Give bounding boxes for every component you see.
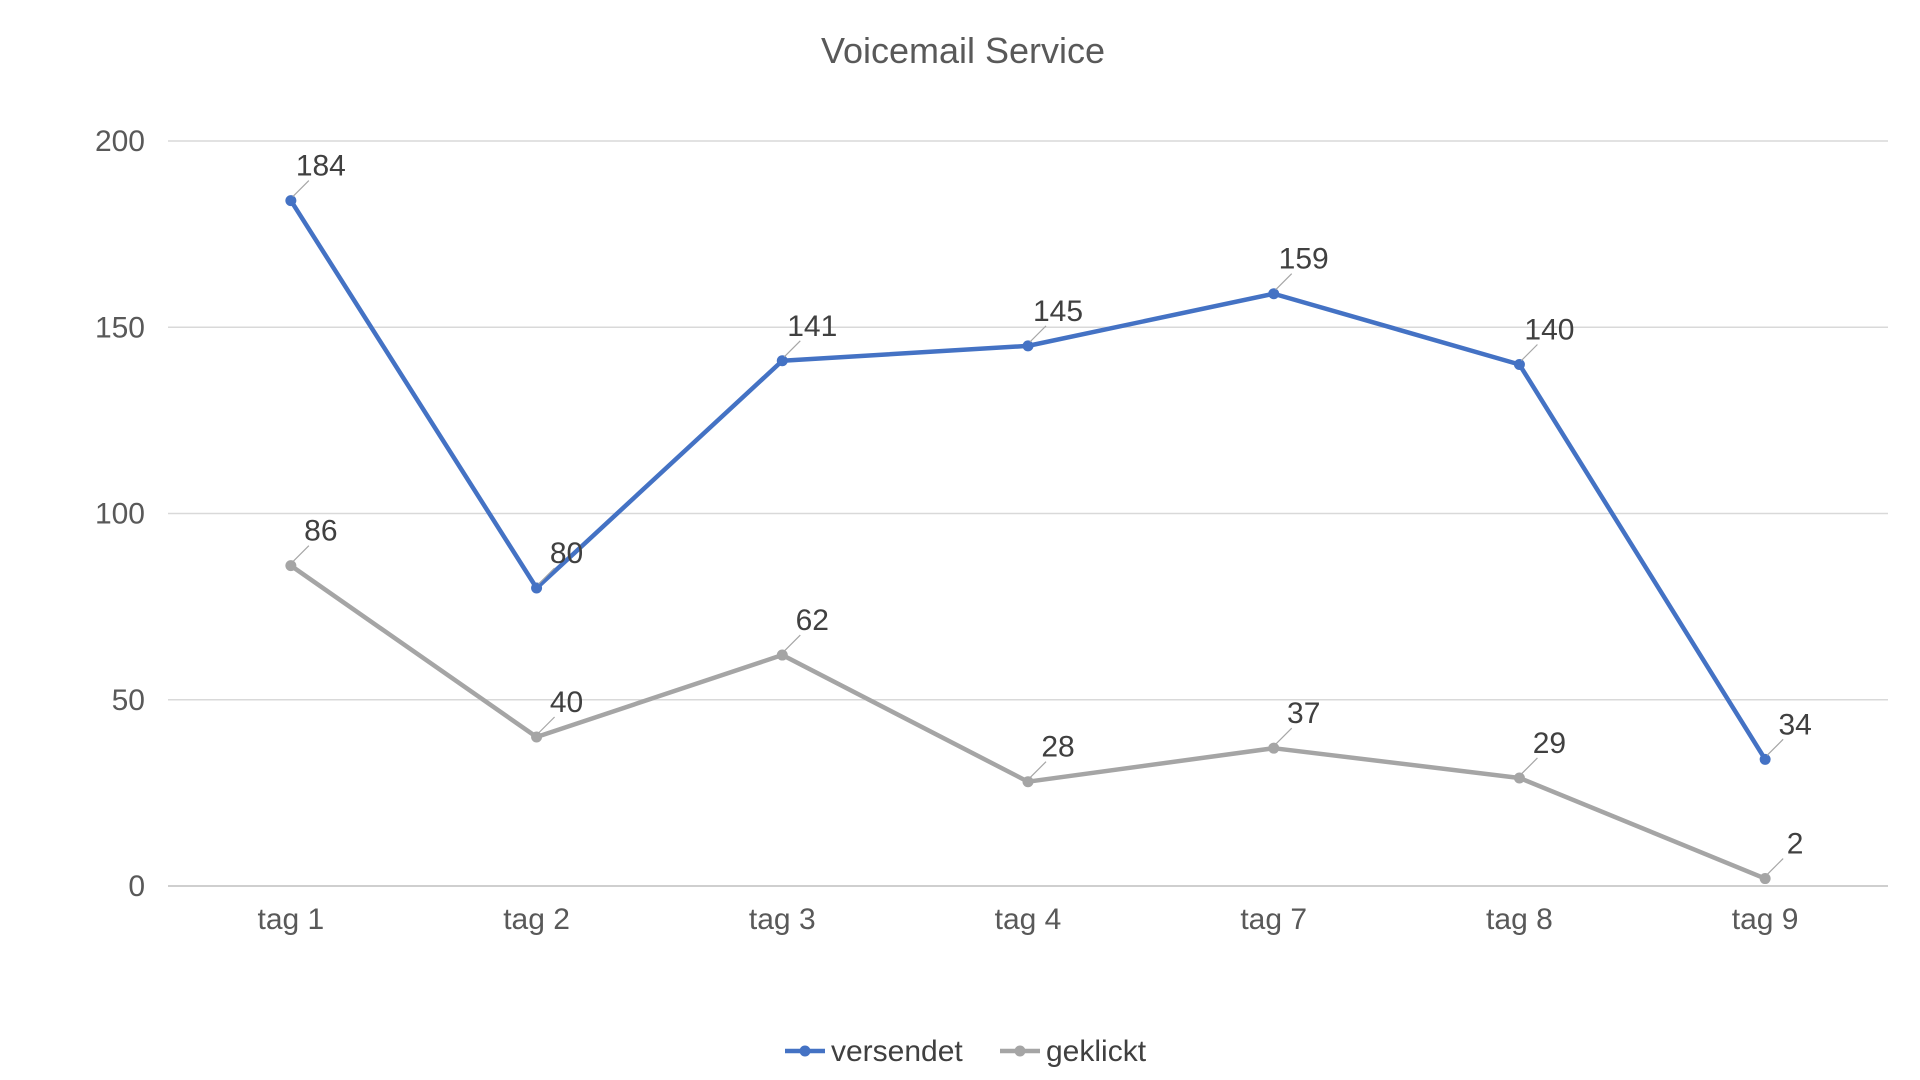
- legend-marker: [799, 1045, 811, 1057]
- data-label-leader: [783, 634, 801, 652]
- data-label: 28: [1041, 731, 1074, 764]
- y-tick-label: 100: [95, 498, 145, 531]
- legend: versendet geklickt: [785, 1035, 1147, 1068]
- data-label-leader: [292, 180, 310, 198]
- data-label: 40: [550, 686, 583, 719]
- data-label: 37: [1287, 697, 1320, 730]
- data-label-leader: [1275, 727, 1293, 745]
- x-axis: tag 1 tag 2 tag 3 tag 4 tag 7 tag 8 tag 9: [168, 885, 1888, 936]
- data-label: 184: [296, 150, 346, 183]
- data-point: [776, 649, 788, 661]
- data-label-leader: [1766, 738, 1784, 756]
- legend-label: geklickt: [1046, 1035, 1147, 1068]
- data-point: [1022, 340, 1034, 352]
- legend-marker: [1014, 1045, 1026, 1057]
- data-point: [1759, 873, 1771, 885]
- data-label-leader: [1029, 761, 1047, 779]
- x-tick-label: tag 8: [1486, 903, 1553, 936]
- data-label-leader: [1766, 858, 1784, 875]
- data-label: 34: [1778, 708, 1811, 741]
- data-label: 140: [1524, 314, 1574, 347]
- y-axis: 0 50 100 150 200: [95, 125, 145, 903]
- series-line-versendet: [288, 198, 1768, 762]
- data-point: [531, 731, 543, 743]
- data-labels: 184 80 141 145 159 140 34 86 40 62 28 37 29 2: [292, 150, 1812, 875]
- data-point: [531, 582, 543, 594]
- data-label: 86: [304, 515, 337, 548]
- x-tick-label: tag 7: [1240, 903, 1307, 936]
- data-label: 159: [1279, 243, 1329, 276]
- data-label-leader: [1521, 757, 1538, 775]
- data-point: [285, 195, 297, 207]
- data-label: 2: [1787, 828, 1804, 861]
- y-tick-label: 200: [95, 125, 145, 158]
- data-point: [1513, 359, 1525, 370]
- data-label: 29: [1533, 727, 1566, 760]
- data-point: [1268, 288, 1280, 300]
- chart-title: Voicemail Service: [821, 30, 1105, 71]
- data-label-leader: [783, 340, 801, 358]
- x-tick-label: tag 4: [995, 903, 1062, 936]
- data-label-leader: [292, 545, 310, 563]
- series-lines: [285, 195, 1771, 885]
- x-tick-label: tag 3: [749, 903, 816, 936]
- y-tick-label: 50: [112, 684, 145, 717]
- data-point: [1513, 772, 1525, 784]
- legend-label: versendet: [831, 1035, 963, 1068]
- y-tick-label: 150: [95, 311, 145, 344]
- series-line-geklickt: [288, 563, 1768, 881]
- data-label: 141: [787, 310, 837, 343]
- data-label-leader: [538, 567, 555, 585]
- data-point: [776, 355, 788, 367]
- data-label-leader: [1029, 325, 1047, 343]
- data-label: 145: [1033, 295, 1083, 328]
- data-label-leader: [1521, 344, 1538, 361]
- data-label-leader: [1275, 273, 1293, 291]
- data-point: [285, 560, 297, 572]
- x-tick-label: tag 2: [503, 903, 570, 936]
- gridlines: [168, 140, 1888, 701]
- data-point: [1759, 753, 1771, 765]
- data-point: [1022, 776, 1034, 788]
- data-label: 80: [550, 537, 583, 570]
- data-label-leader: [538, 716, 555, 734]
- x-tick-label: tag 1: [257, 903, 324, 936]
- x-tick-label: tag 9: [1732, 903, 1799, 936]
- data-label: 62: [796, 604, 829, 637]
- data-point: [1268, 742, 1280, 754]
- y-tick-label: 0: [128, 870, 145, 903]
